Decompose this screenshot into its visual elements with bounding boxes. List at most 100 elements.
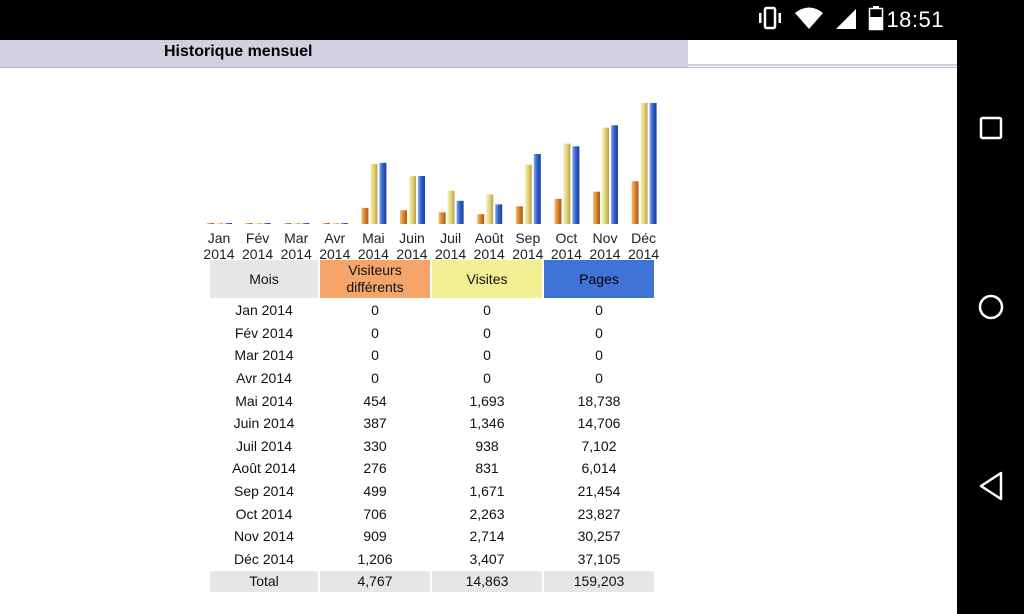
cell-visitors: 0 [371,302,379,319]
month-name: Mar [284,230,309,246]
total-visits: 14,863 [432,571,542,592]
cell-visits: 1,693 [469,392,505,409]
bar-visitors [631,181,639,224]
recents-square-icon [979,116,1003,140]
header-visits: Visites [432,260,542,298]
month-name: Août [474,230,504,246]
battery-icon [868,5,884,36]
cell-pages: 7,102 [581,437,617,454]
cell-pages: 18,738 [577,392,621,409]
cell-visitors: 387 [363,415,387,432]
cell-visitors: 0 [371,324,379,341]
cell-month: Mai 2014 [235,392,293,409]
cell-visits: 1,346 [469,415,505,432]
bar-visitors [322,223,330,224]
cell-pages: 23,827 [577,505,621,522]
bar-visitors [207,223,214,224]
cell-pages: 30,257 [577,528,621,545]
cell-visits: 938 [475,437,499,454]
cell-visits: 2,714 [469,528,505,545]
month-year: 2014 [280,246,312,262]
wifi-icon [794,6,824,35]
bar-visits [293,223,301,224]
month-tick-label: Nov 2014 [585,230,625,262]
month-tick-label: Fév 2014 [238,230,278,262]
table-row: Mai 2014 454 1,693 18,738 [210,390,654,411]
cell-visitors: 706 [363,505,387,522]
month-tick-label: Mar 2014 [276,230,316,262]
bar-visitors [245,223,253,224]
header-visitors: Visiteurs différents [320,260,430,298]
table-row: Jan 2014 0 0 0 [210,300,654,321]
bar-pages [495,204,503,224]
bar-visitors [554,198,562,224]
month-name: Sep [515,230,541,246]
table-row: Juil 2014 330 938 7,102 [210,436,654,457]
total-pages: 159,203 [544,571,654,592]
cell-visitors: 0 [371,370,379,387]
cell-visits: 3,407 [469,550,505,567]
bar-pages [418,176,425,224]
bar-visits [409,176,416,224]
bar-visits [486,194,494,224]
table-row: Sep 2014 499 1,671 21,454 [210,481,654,502]
status-time: 18:51 [886,7,944,32]
cell-visits: 0 [483,347,491,364]
bar-visits [216,223,223,224]
bar-pages [649,103,657,224]
month-year: 2014 [473,246,505,262]
home-button[interactable] [971,287,1011,327]
month-tick-label: Jan 2014 [199,230,239,262]
bar-pages [302,223,310,224]
bar-pages [611,125,618,224]
cell-pages: 6,014 [581,460,617,477]
cell-month: Oct 2014 [235,505,293,522]
cell-pages: 0 [595,370,603,387]
bar-visits [254,223,262,224]
cell-month: Avr 2014 [236,370,292,387]
recents-button[interactable] [971,108,1011,148]
month-tick-label: Oct 2014 [546,230,586,262]
table-row: Mar 2014 0 0 0 [210,345,654,366]
cell-pages: 0 [595,324,603,341]
signal-icon [834,6,858,35]
cell-visitors: 330 [363,437,387,454]
bar-visitors [284,223,292,224]
monthly-stats-table: Mois Visiteurs différents Visites Pages … [208,258,656,594]
cell-visits: 2,263 [469,505,505,522]
total-label: Total [210,571,318,592]
month-name: Juin [399,230,425,246]
header-divider [0,67,957,68]
back-button[interactable] [971,466,1011,506]
month-name: Fév [245,230,270,246]
page-content: Historique mensuel Jan 2014 Fév 2014 Mar 2014… [0,40,957,614]
month-year: 2014 [628,246,660,262]
month-name: Jan [207,230,231,246]
header-spacer [688,40,957,66]
bar-visitors [593,191,600,224]
cell-visitors: 499 [363,483,387,500]
cell-visitors: 454 [363,392,387,409]
month-tick-label: Avr 2014 [315,230,355,262]
cell-month: Mar 2014 [234,347,294,364]
month-year: 2014 [242,246,274,262]
cell-pages: 14,706 [577,415,621,432]
month-name: Avr [324,230,346,246]
bar-visitors [515,206,523,224]
cell-visitors: 909 [363,528,387,545]
month-year: 2014 [357,246,389,262]
bar-visits [563,143,571,224]
month-name: Oct [555,230,578,246]
month-tick-label: Juin 2014 [392,230,432,262]
table-row: Août 2014 276 831 6,014 [210,458,654,479]
table-total-row: Total 4,767 14,863 159,203 [210,571,654,592]
status-icons [756,5,884,36]
bar-visitors [438,212,446,224]
bar-pages [456,200,464,224]
monthly-chart: Jan 2014 Fév 2014 Mar 2014 Avr 2014 Mai 2014 Juin 2… [0,68,957,262]
bar-pages [263,223,271,224]
cell-visitors: 1,206 [357,550,393,567]
month-name: Juil [440,230,462,246]
bar-visitors [477,214,485,224]
cell-pages: 37,105 [577,550,621,567]
